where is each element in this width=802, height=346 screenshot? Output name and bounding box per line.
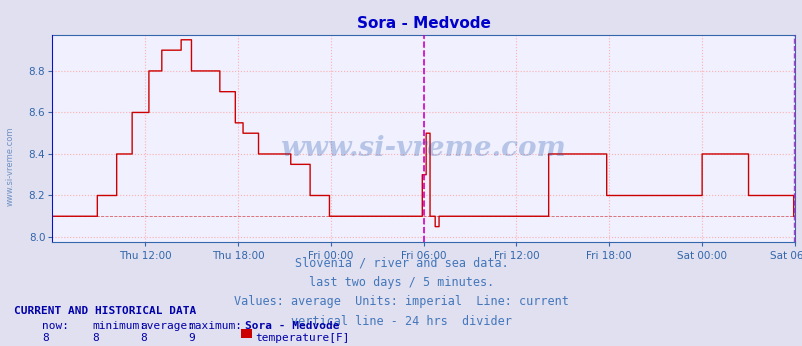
- Text: Values: average  Units: imperial  Line: current: Values: average Units: imperial Line: cu…: [233, 295, 569, 309]
- Text: average:: average:: [140, 321, 194, 331]
- Text: temperature[F]: temperature[F]: [255, 333, 350, 343]
- Text: 8: 8: [92, 333, 99, 343]
- Text: 9: 9: [188, 333, 195, 343]
- Text: www.si-vreme.com: www.si-vreme.com: [6, 126, 14, 206]
- Text: Sora - Medvode: Sora - Medvode: [245, 321, 339, 331]
- Title: Sora - Medvode: Sora - Medvode: [356, 16, 490, 31]
- Text: minimum:: minimum:: [92, 321, 146, 331]
- Text: 8: 8: [140, 333, 147, 343]
- Text: CURRENT AND HISTORICAL DATA: CURRENT AND HISTORICAL DATA: [14, 306, 196, 316]
- Text: 8: 8: [42, 333, 48, 343]
- Text: maximum:: maximum:: [188, 321, 242, 331]
- Text: vertical line - 24 hrs  divider: vertical line - 24 hrs divider: [290, 315, 512, 328]
- Text: now:: now:: [42, 321, 69, 331]
- Text: www.si-vreme.com: www.si-vreme.com: [280, 135, 566, 162]
- Text: Slovenia / river and sea data.: Slovenia / river and sea data.: [294, 256, 508, 269]
- Text: last two days / 5 minutes.: last two days / 5 minutes.: [309, 276, 493, 289]
